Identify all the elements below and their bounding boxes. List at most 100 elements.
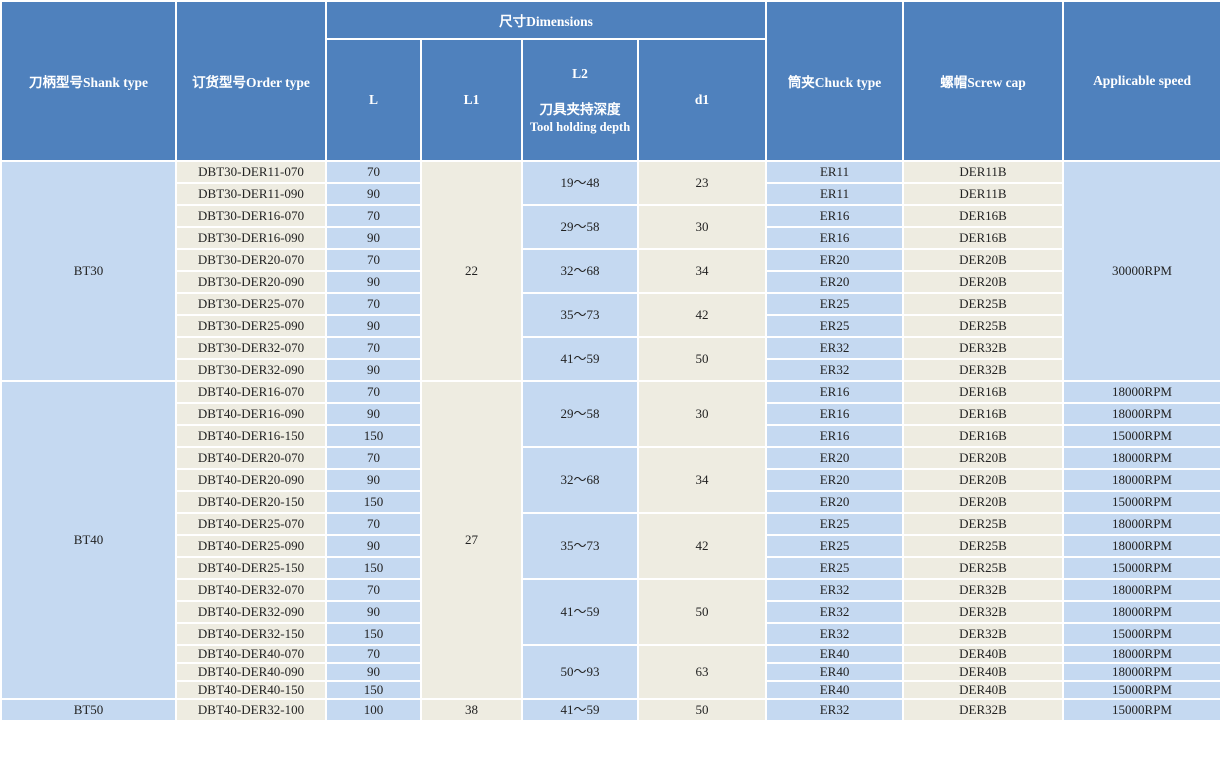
chuck-type-cell: ER25 bbox=[765, 292, 905, 316]
screw-cap-cell: DER40B bbox=[902, 662, 1065, 682]
l-cell: 90 bbox=[325, 358, 422, 382]
chuck-type-cell: ER32 bbox=[765, 336, 905, 360]
screw-cap-cell: DER16B bbox=[902, 226, 1065, 250]
l1-cell: 38 bbox=[420, 698, 523, 722]
header-l2-en: Tool holding depth bbox=[529, 120, 631, 134]
chuck-type-cell: ER16 bbox=[765, 226, 905, 250]
table-row: DBT40-DER40-070 70 50～93 63 ER40 DER40B 18000R… bbox=[1, 644, 1220, 700]
l2-cell: 29～58 bbox=[521, 380, 639, 448]
l-cell: 150 bbox=[325, 556, 422, 580]
screw-cap-cell: DER25B bbox=[902, 292, 1065, 316]
l2-cell: 41～59 bbox=[521, 336, 639, 382]
chuck-type-cell: ER25 bbox=[765, 556, 905, 580]
table-row: BT40 DBT40-DER16-070 70 27 29～58 30 ER16 DER16B… bbox=[0, 380, 1220, 700]
chuck-type-cell: ER32 bbox=[765, 358, 905, 382]
screw-cap-cell: DER32B bbox=[902, 336, 1065, 360]
l-cell: 70 bbox=[325, 644, 422, 664]
table-row: BT30 DBT30-DER11-070 70 22 19～48 23 ER11 DER11B… bbox=[0, 160, 1220, 382]
table-row: DBT30-DER25-070 70 35～73 42 ER25 DER25B bbox=[1, 292, 1220, 338]
shank-type-cell: BT40 bbox=[0, 380, 177, 700]
l2-cell: 19～48 bbox=[521, 160, 639, 206]
chuck-type-cell: ER25 bbox=[765, 534, 905, 558]
l-cell: 90 bbox=[325, 226, 422, 250]
table-row: DBT40-DER32-090 90 ER32 DER32B 18000RPM bbox=[1, 600, 1220, 624]
l-cell: 70 bbox=[325, 292, 422, 316]
screw-cap-cell: DER20B bbox=[902, 446, 1065, 470]
chuck-type-cell: ER40 bbox=[765, 680, 905, 700]
order-type-cell: DBT40-DER25-070 bbox=[175, 512, 327, 536]
order-type-cell: DBT30-DER32-090 bbox=[175, 358, 327, 382]
screw-cap-cell: DER32B bbox=[902, 622, 1065, 646]
order-type-cell: DBT40-DER16-070 bbox=[175, 380, 327, 404]
l-cell: 150 bbox=[325, 424, 422, 448]
l-cell: 70 bbox=[325, 446, 422, 470]
applicable-speed-cell: 15000RPM bbox=[1062, 556, 1220, 580]
chuck-type-cell: ER32 bbox=[765, 622, 905, 646]
order-type-cell: DBT40-DER16-150 bbox=[175, 424, 327, 448]
applicable-speed-cell: 18000RPM bbox=[1062, 578, 1220, 602]
screw-cap-cell: DER40B bbox=[902, 644, 1065, 664]
l2-cell: 35～73 bbox=[521, 512, 639, 580]
table-row: DBT40-DER20-090 90 ER20 DER20B 18000RPM bbox=[1, 468, 1220, 492]
table-row: DBT40-DER40-150 150 ER40 DER40B 15000RPM bbox=[1, 680, 1220, 700]
order-type-cell: DBT40-DER40-150 bbox=[175, 680, 327, 700]
header-l1: L1 bbox=[420, 38, 523, 162]
chuck-type-cell: ER16 bbox=[765, 402, 905, 426]
chuck-type-cell: ER16 bbox=[765, 380, 905, 404]
applicable-speed-cell: 15000RPM bbox=[1062, 490, 1220, 514]
l-cell: 70 bbox=[325, 204, 422, 228]
header-dimensions: 尺寸Dimensions bbox=[324, 0, 768, 40]
l-cell: 70 bbox=[325, 336, 422, 360]
l-cell: 150 bbox=[325, 490, 422, 514]
l2-cell: 29～58 bbox=[521, 204, 639, 250]
l-cell: 90 bbox=[325, 270, 422, 294]
l-cell: 70 bbox=[325, 380, 422, 404]
chuck-type-cell: ER32 bbox=[765, 600, 905, 624]
applicable-speed-cell: 15000RPM bbox=[1062, 698, 1220, 722]
header-chuck-type: 筒夹Chuck type bbox=[765, 0, 905, 162]
d1-cell: 63 bbox=[636, 644, 768, 700]
header-l2-cn: 刀具夹持深度 bbox=[539, 102, 621, 117]
table-row: DBT40-DER16-090 90 ER16 DER16B 18000RPM bbox=[1, 402, 1220, 426]
chuck-type-cell: ER40 bbox=[765, 644, 905, 664]
order-type-cell: DBT30-DER20-070 bbox=[175, 248, 327, 272]
d1-cell: 23 bbox=[636, 160, 768, 206]
order-type-cell: DBT40-DER40-070 bbox=[175, 644, 327, 664]
chuck-type-cell: ER32 bbox=[765, 578, 905, 602]
d1-cell: 50 bbox=[636, 698, 768, 722]
applicable-speed-cell: 18000RPM bbox=[1062, 600, 1220, 624]
l1-cell: 27 bbox=[420, 380, 523, 700]
table-row: DBT40-DER25-150 150 ER25 DER25B 15000RPM bbox=[1, 556, 1220, 580]
chuck-type-cell: ER11 bbox=[765, 160, 905, 184]
applicable-speed-cell: 18000RPM bbox=[1062, 644, 1220, 664]
screw-cap-cell: DER16B bbox=[902, 380, 1065, 404]
table-row: DBT30-DER11-090 90 ER11 DER11B bbox=[1, 182, 1220, 206]
table-row: DBT30-DER16-070 70 29～58 30 ER16 DER16B bbox=[1, 204, 1220, 250]
l2-cell: 32～68 bbox=[521, 446, 639, 514]
header-l2-label: L2 bbox=[572, 66, 588, 81]
table-row: DBT40-DER40-090 90 ER40 DER40B 18000RPM bbox=[1, 662, 1220, 682]
table-row: DBT30-DER20-070 70 32～68 34 ER20 DER20B bbox=[1, 248, 1220, 294]
table-row: DBT40-DER32-150 150 ER32 DER32B 15000RPM bbox=[1, 622, 1220, 646]
l2-cell: 41～59 bbox=[521, 578, 639, 646]
chuck-type-cell: ER20 bbox=[765, 248, 905, 272]
applicable-speed-cell: 18000RPM bbox=[1062, 662, 1220, 682]
chuck-type-cell: ER16 bbox=[765, 424, 905, 448]
table-header: 刀柄型号Shank type 订货型号Order type 尺寸Dimensio… bbox=[0, 0, 1220, 162]
screw-cap-cell: DER16B bbox=[902, 424, 1065, 448]
chuck-type-cell: ER16 bbox=[765, 204, 905, 228]
screw-cap-cell: DER20B bbox=[902, 248, 1065, 272]
screw-cap-cell: DER20B bbox=[902, 468, 1065, 492]
order-type-cell: DBT40-DER25-150 bbox=[175, 556, 327, 580]
l-cell: 90 bbox=[325, 534, 422, 558]
order-type-cell: DBT30-DER25-070 bbox=[175, 292, 327, 316]
header-applicable-speed: Applicable speed bbox=[1062, 0, 1220, 162]
l-cell: 150 bbox=[325, 622, 422, 646]
l-cell: 90 bbox=[325, 600, 422, 624]
screw-cap-cell: DER32B bbox=[902, 358, 1065, 382]
order-type-cell: DBT40-DER25-090 bbox=[175, 534, 327, 558]
order-type-cell: DBT30-DER32-070 bbox=[175, 336, 327, 360]
header-d1: d1 bbox=[636, 38, 768, 162]
d1-cell: 42 bbox=[636, 512, 768, 580]
applicable-speed-cell: 15000RPM bbox=[1062, 424, 1220, 448]
